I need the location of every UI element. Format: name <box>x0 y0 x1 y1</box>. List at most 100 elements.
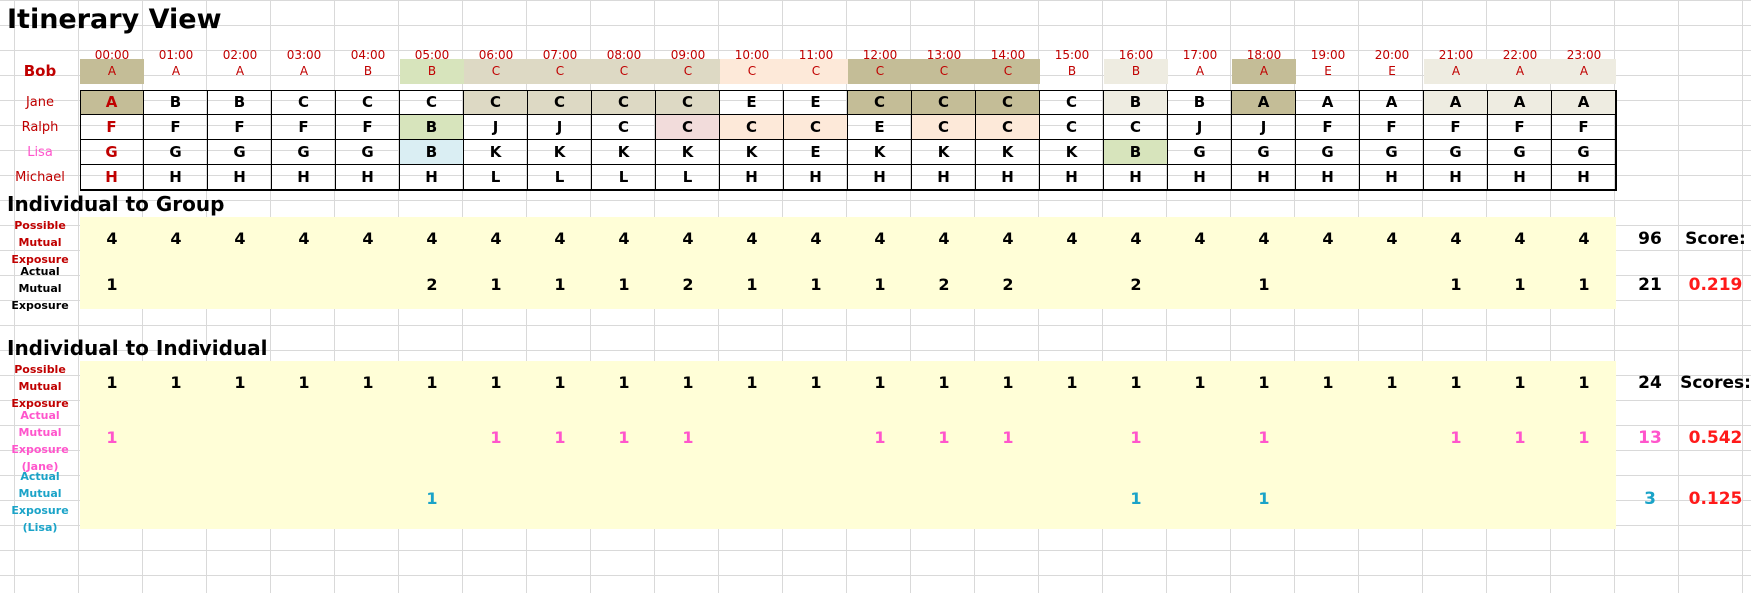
group-possible-cell[interactable]: 4 <box>1386 229 1398 248</box>
ind-possible-cell[interactable]: 1 <box>1066 373 1078 392</box>
location-cell[interactable]: H <box>1360 165 1424 190</box>
location-cell[interactable]: H <box>1424 165 1488 190</box>
location-cell[interactable]: F <box>80 115 144 140</box>
ind-possible-cell[interactable]: 1 <box>490 373 502 392</box>
group-actual-cell[interactable]: 1 <box>1258 275 1270 294</box>
location-cell[interactable]: F <box>336 115 400 140</box>
ind-possible-cell[interactable]: 1 <box>1514 373 1526 392</box>
location-cell[interactable]: J <box>1168 115 1232 140</box>
location-cell[interactable]: H <box>1296 165 1360 190</box>
location-cell[interactable]: A <box>1195 64 1205 78</box>
location-cell[interactable]: K <box>464 140 528 165</box>
location-cell[interactable]: C <box>976 59 1040 84</box>
location-cell[interactable]: A <box>1552 59 1616 84</box>
location-cell[interactable]: H <box>336 165 400 190</box>
location-cell[interactable]: H <box>1168 165 1232 190</box>
location-cell[interactable]: C <box>656 90 720 115</box>
location-cell[interactable]: G <box>80 140 144 165</box>
location-cell[interactable]: G <box>1296 140 1360 165</box>
location-cell[interactable]: K <box>720 140 784 165</box>
location-cell[interactable]: K <box>592 140 656 165</box>
location-cell[interactable]: B <box>363 64 373 78</box>
ind-jane-cell[interactable]: 1 <box>554 428 566 447</box>
location-cell[interactable]: C <box>272 90 336 115</box>
location-cell[interactable]: C <box>528 90 592 115</box>
location-cell[interactable]: C <box>656 59 720 84</box>
location-cell[interactable]: C <box>976 90 1040 115</box>
location-cell[interactable]: A <box>235 64 245 78</box>
location-cell[interactable]: H <box>720 165 784 190</box>
location-cell[interactable]: C <box>464 59 528 84</box>
location-cell[interactable]: E <box>1324 64 1332 78</box>
location-cell[interactable]: H <box>1104 165 1168 190</box>
group-possible-cell[interactable]: 4 <box>810 229 822 248</box>
location-cell[interactable]: F <box>1360 115 1424 140</box>
group-actual-cell[interactable]: 1 <box>1514 275 1526 294</box>
location-cell[interactable]: C <box>976 115 1040 140</box>
group-possible-cell[interactable]: 4 <box>490 229 502 248</box>
ind-possible-cell[interactable]: 1 <box>170 373 182 392</box>
ind-jane-cell[interactable]: 1 <box>1130 428 1142 447</box>
ind-possible-cell[interactable]: 1 <box>106 373 118 392</box>
location-cell[interactable]: F <box>1296 115 1360 140</box>
ind-jane-score[interactable]: 0.542 <box>1688 428 1743 448</box>
location-cell[interactable]: E <box>848 115 912 140</box>
group-possible-cell[interactable]: 4 <box>554 229 566 248</box>
group-possible-total[interactable]: 96 <box>1638 229 1662 249</box>
group-possible-cell[interactable]: 4 <box>618 229 630 248</box>
location-cell[interactable]: A <box>299 64 309 78</box>
location-cell[interactable]: A <box>1552 90 1616 115</box>
location-cell[interactable]: C <box>1040 90 1104 115</box>
location-cell[interactable]: C <box>336 90 400 115</box>
group-possible-cell[interactable]: 4 <box>1002 229 1014 248</box>
location-cell[interactable]: A <box>1232 59 1296 84</box>
group-possible-cell[interactable]: 4 <box>106 229 118 248</box>
location-cell[interactable]: B <box>1104 90 1168 115</box>
location-cell[interactable]: B <box>208 90 272 115</box>
location-cell[interactable]: F <box>144 115 208 140</box>
location-cell[interactable]: L <box>464 165 528 190</box>
group-possible-cell[interactable]: 4 <box>1514 229 1526 248</box>
group-possible-cell[interactable]: 4 <box>426 229 438 248</box>
group-possible-cell[interactable]: 4 <box>938 229 950 248</box>
ind-possible-cell[interactable]: 1 <box>1450 373 1462 392</box>
location-cell[interactable]: C <box>592 59 656 84</box>
location-cell[interactable]: H <box>1488 165 1552 190</box>
group-actual-cell[interactable]: 2 <box>426 275 438 294</box>
group-possible-cell[interactable]: 4 <box>234 229 246 248</box>
location-cell[interactable]: H <box>272 165 336 190</box>
location-cell[interactable]: G <box>1552 140 1616 165</box>
location-cell[interactable]: H <box>1040 165 1104 190</box>
ind-lisa-cell[interactable]: 1 <box>1258 489 1270 508</box>
location-cell[interactable]: C <box>1104 115 1168 140</box>
location-cell[interactable]: B <box>144 90 208 115</box>
location-cell[interactable]: C <box>528 59 592 84</box>
location-cell[interactable]: H <box>208 165 272 190</box>
ind-lisa-cell[interactable]: 1 <box>426 489 438 508</box>
location-cell[interactable]: F <box>208 115 272 140</box>
location-cell[interactable]: G <box>1360 140 1424 165</box>
ind-lisa-cell[interactable]: 1 <box>1130 489 1142 508</box>
ind-possible-cell[interactable]: 1 <box>874 373 886 392</box>
ind-possible-cell[interactable]: 1 <box>1386 373 1398 392</box>
location-cell[interactable]: C <box>784 115 848 140</box>
location-cell[interactable]: A <box>1488 90 1552 115</box>
group-possible-cell[interactable]: 4 <box>682 229 694 248</box>
ind-jane-cell[interactable]: 1 <box>1578 428 1590 447</box>
location-cell[interactable]: G <box>1424 140 1488 165</box>
location-cell[interactable]: G <box>208 140 272 165</box>
ind-jane-total[interactable]: 13 <box>1638 428 1662 448</box>
location-cell[interactable]: H <box>1232 165 1296 190</box>
ind-jane-cell[interactable]: 1 <box>1450 428 1462 447</box>
location-cell[interactable]: A <box>1360 90 1424 115</box>
ind-jane-cell[interactable]: 1 <box>1514 428 1526 447</box>
group-actual-cell[interactable]: 1 <box>810 275 822 294</box>
group-possible-cell[interactable]: 4 <box>1258 229 1270 248</box>
location-cell[interactable]: B <box>1067 64 1077 78</box>
location-cell[interactable]: A <box>80 90 144 115</box>
group-actual-cell[interactable]: 2 <box>1130 275 1142 294</box>
location-cell[interactable]: B <box>400 115 464 140</box>
location-cell[interactable]: K <box>976 140 1040 165</box>
location-cell[interactable]: L <box>592 165 656 190</box>
location-cell[interactable]: E <box>720 90 784 115</box>
